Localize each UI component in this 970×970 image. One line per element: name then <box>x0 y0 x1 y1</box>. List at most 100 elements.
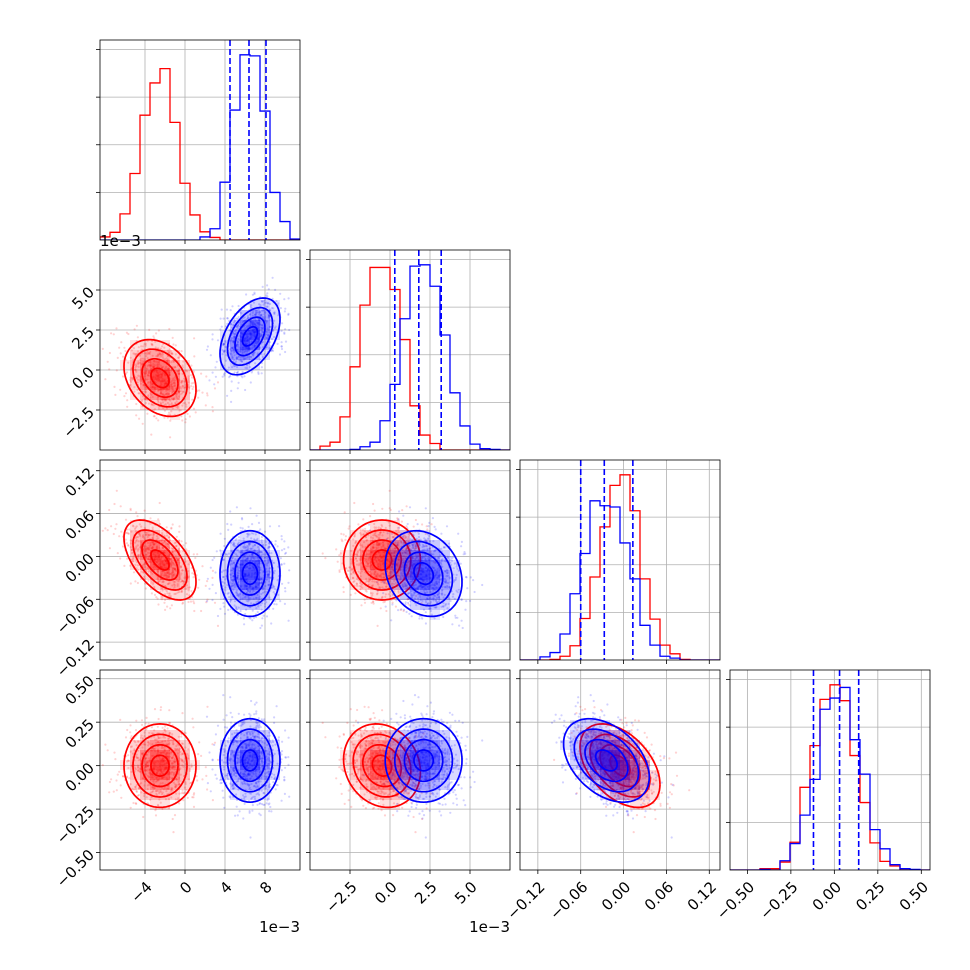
point-series-1 <box>454 576 458 579</box>
point-series-0 <box>369 592 373 595</box>
point-series-1 <box>237 315 240 319</box>
density-cell-series-0 <box>130 390 140 400</box>
point-series-0 <box>421 523 424 526</box>
point-series-1 <box>274 543 277 546</box>
point-series-0 <box>158 352 161 355</box>
point-series-1 <box>231 579 234 582</box>
point-series-0 <box>352 544 355 548</box>
point-series-0 <box>106 529 109 532</box>
point-series-1 <box>235 574 238 577</box>
density-cell-series-0 <box>390 550 400 560</box>
point-series-1 <box>267 560 270 563</box>
point-series-0 <box>136 378 140 382</box>
point-series-1 <box>454 614 457 617</box>
point-series-1 <box>284 328 287 331</box>
point-series-0 <box>137 374 140 377</box>
point-series-0 <box>381 595 384 599</box>
point-series-0 <box>378 537 381 540</box>
point-series-0 <box>187 375 190 378</box>
point-series-0 <box>381 525 384 528</box>
point-series-0 <box>136 515 139 518</box>
point-series-1 <box>424 611 427 614</box>
point-series-1 <box>427 602 430 605</box>
point-series-1 <box>265 337 269 340</box>
point-series-1 <box>222 602 225 605</box>
point-series-1 <box>254 317 257 320</box>
point-series-0 <box>414 544 417 547</box>
density-cell-series-1 <box>230 590 240 600</box>
point-series-0 <box>156 537 159 540</box>
point-series-0 <box>186 412 189 415</box>
density-cell-series-1 <box>270 310 280 320</box>
point-series-0 <box>379 586 382 589</box>
point-series-1 <box>223 537 226 540</box>
density-cell-series-0 <box>160 580 170 590</box>
point-series-0 <box>360 585 363 588</box>
density-cell-series-0 <box>140 560 150 570</box>
point-series-0 <box>373 509 376 512</box>
point-series-0 <box>180 579 183 582</box>
point-series-1 <box>368 529 372 532</box>
point-series-0 <box>175 783 178 787</box>
point-series-1 <box>266 333 269 336</box>
point-series-0 <box>140 379 144 382</box>
y-tick-label: −0.12 <box>53 635 98 680</box>
point-series-1 <box>391 603 394 606</box>
point-series-0 <box>176 584 179 588</box>
point-series-1 <box>404 548 407 552</box>
point-series-0 <box>179 566 182 569</box>
point-series-0 <box>158 353 161 356</box>
point-series-1 <box>237 356 240 359</box>
point-series-0 <box>177 548 180 551</box>
point-series-1 <box>465 600 468 603</box>
point-series-1 <box>251 554 254 557</box>
density-cell-series-0 <box>360 550 370 560</box>
point-series-1 <box>255 601 258 604</box>
density-cell-series-0 <box>140 350 150 360</box>
point-series-0 <box>170 397 173 400</box>
point-series-0 <box>191 398 194 401</box>
point-series-1 <box>247 598 250 601</box>
point-series-1 <box>252 597 255 600</box>
point-series-0 <box>405 525 408 528</box>
point-series-0 <box>134 547 138 550</box>
point-series-1 <box>464 552 467 555</box>
point-series-1 <box>263 530 267 533</box>
point-series-1 <box>244 388 247 392</box>
point-series-0 <box>393 579 396 583</box>
point-series-0 <box>114 527 117 530</box>
point-series-1 <box>242 356 245 359</box>
point-series-0 <box>362 518 365 521</box>
point-series-1 <box>232 588 235 591</box>
point-series-0 <box>365 553 368 557</box>
point-series-1 <box>241 549 244 552</box>
point-series-0 <box>151 354 154 357</box>
point-series-0 <box>377 583 380 586</box>
point-series-0 <box>390 582 393 585</box>
point-series-0 <box>382 530 385 534</box>
point-series-1 <box>273 319 276 322</box>
point-series-0 <box>363 557 366 560</box>
point-series-1 <box>406 552 409 555</box>
point-series-1 <box>232 541 235 544</box>
point-series-0 <box>144 366 147 369</box>
point-series-0 <box>130 549 133 552</box>
point-series-1 <box>240 517 244 520</box>
point-series-0 <box>130 551 134 555</box>
point-series-1 <box>222 575 225 579</box>
point-series-1 <box>276 545 279 548</box>
point-series-1 <box>433 617 436 620</box>
point-series-0 <box>180 387 183 390</box>
point-series-1 <box>460 540 463 544</box>
point-series-1 <box>244 555 247 558</box>
point-series-1 <box>239 359 242 362</box>
point-series-0 <box>362 533 365 536</box>
point-series-1 <box>257 372 260 375</box>
density-cell-series-0 <box>140 550 150 560</box>
point-series-1 <box>403 581 406 584</box>
density-cell-series-0 <box>170 390 180 400</box>
point-series-0 <box>153 415 156 418</box>
point-series-1 <box>405 583 408 586</box>
point-series-0 <box>185 403 188 406</box>
point-series-1 <box>232 349 235 352</box>
